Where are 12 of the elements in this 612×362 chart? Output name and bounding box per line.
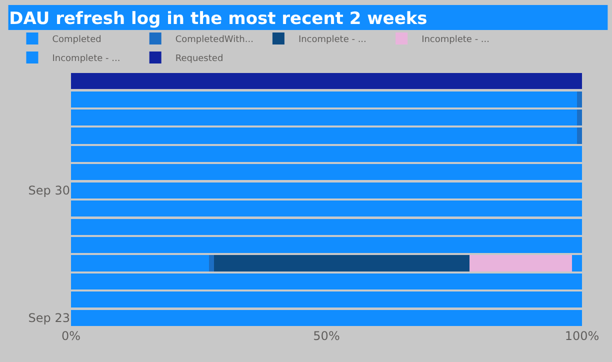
legend-label: Incomplete - ... [52,54,120,64]
y-tick-label: Sep 30 [28,184,70,198]
legend-label: CompletedWith... [175,35,254,46]
y-tick-label: Sep 23 [28,311,70,326]
legend-label: Completed [52,35,102,46]
x-tick-label: 100% [564,329,600,343]
chart-title: DAU refresh log in the most recent 2 weeks [9,8,428,29]
legend-label: Incomplete - ... [298,35,366,46]
x-tick-label: 0% [61,329,81,343]
x-tick-label: 50% [313,329,340,343]
legend-label: Requested [175,54,224,64]
legend-label: Incomplete - ... [422,35,490,46]
